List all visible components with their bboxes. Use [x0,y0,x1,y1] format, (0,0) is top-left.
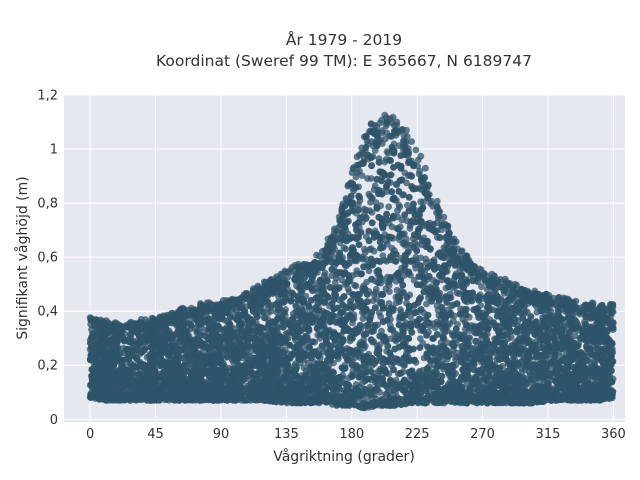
data-point [406,225,414,232]
data-point [386,288,393,295]
data-point [369,297,377,305]
chart-title-line1: År 1979 - 2019 [286,30,402,49]
data-point [328,272,336,279]
data-point [422,255,430,263]
data-point [382,391,389,398]
data-point [478,283,485,291]
data-point [455,290,463,298]
data-point [364,175,371,182]
data-point [408,138,415,146]
data-point [264,309,272,317]
data-point [400,191,407,199]
data-point [393,286,401,294]
data-point [246,348,254,356]
data-point [340,244,348,252]
chart-title-line2: Koordinat (Sweref 99 TM): E 365667, N 61… [156,52,532,70]
data-points [86,111,617,412]
data-point [400,361,408,369]
data-point [368,275,376,283]
data-point [321,269,329,277]
data-point [466,334,473,341]
